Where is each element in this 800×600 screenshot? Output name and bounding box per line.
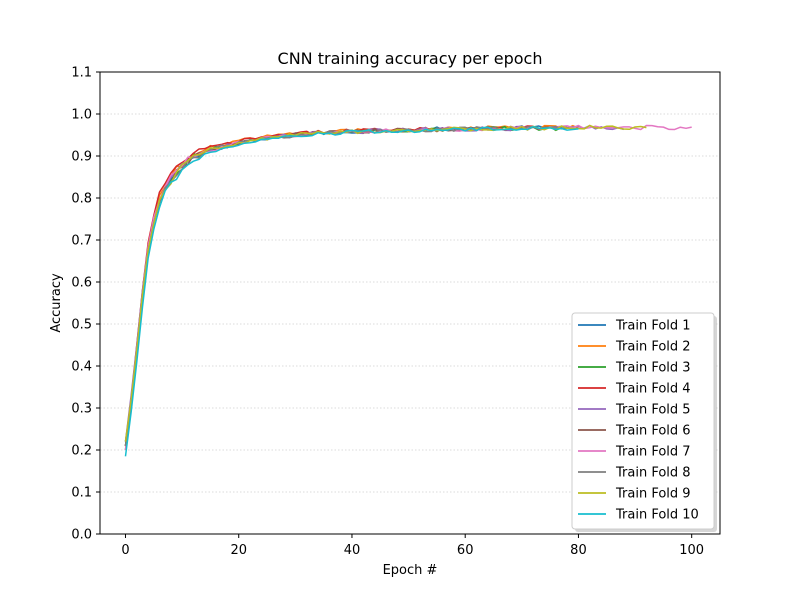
legend-label: Train Fold 4 bbox=[615, 382, 691, 397]
y-axis-label: Accuracy bbox=[49, 273, 64, 333]
x-tick-label: 80 bbox=[570, 543, 587, 558]
legend-label: Train Fold 5 bbox=[615, 403, 691, 418]
legend-label: Train Fold 2 bbox=[615, 340, 691, 355]
legend-label: Train Fold 3 bbox=[615, 361, 691, 376]
y-tick-label: 0.2 bbox=[71, 444, 92, 459]
y-tick-label: 1.1 bbox=[71, 66, 92, 81]
y-tick-label: 0.0 bbox=[71, 528, 92, 543]
legend-box bbox=[571, 312, 715, 530]
plot-frame bbox=[99, 71, 721, 535]
y-tick-label: 0.6 bbox=[71, 276, 92, 291]
x-tick-label: 20 bbox=[230, 543, 247, 558]
x-tick-label: 0 bbox=[121, 543, 129, 558]
x-axis: 0 20 40 60 80 100 bbox=[121, 534, 704, 558]
y-tick-label: 0.1 bbox=[71, 486, 92, 501]
y-axis: 0.0 0.1 0.2 0.3 0.4 0.5 0.6 0.7 0.8 0.9 1.0 1.1 bbox=[71, 66, 100, 543]
legend: Train Fold 1 Train Fold 2 Train Fold 3 Trai… bbox=[571, 312, 717, 532]
legend-label: Train Fold 1 bbox=[615, 319, 691, 334]
x-tick-label: 60 bbox=[457, 543, 474, 558]
y-tick-label: 0.4 bbox=[71, 360, 92, 375]
legend-label: Train Fold 10 bbox=[615, 508, 699, 523]
legend-label: Train Fold 9 bbox=[615, 487, 691, 502]
chart-title: CNN training accuracy per epoch bbox=[278, 49, 543, 68]
x-tick-label: 40 bbox=[344, 543, 361, 558]
series-lines bbox=[124, 124, 692, 457]
y-tick-label: 0.8 bbox=[71, 192, 92, 207]
series-line-10 bbox=[124, 125, 579, 457]
x-axis-label: Epoch # bbox=[383, 563, 438, 578]
legend-label: Train Fold 6 bbox=[615, 424, 691, 439]
y-tick-label: 0.3 bbox=[71, 402, 92, 417]
legend-label: Train Fold 8 bbox=[615, 466, 691, 481]
y-tick-label: 0.5 bbox=[71, 318, 92, 333]
y-tick-label: 1.0 bbox=[71, 108, 92, 123]
legend-label: Train Fold 7 bbox=[615, 445, 691, 460]
y-tick-label: 0.9 bbox=[71, 150, 92, 165]
y-tick-label: 0.7 bbox=[71, 234, 92, 249]
x-tick-label: 100 bbox=[679, 543, 704, 558]
